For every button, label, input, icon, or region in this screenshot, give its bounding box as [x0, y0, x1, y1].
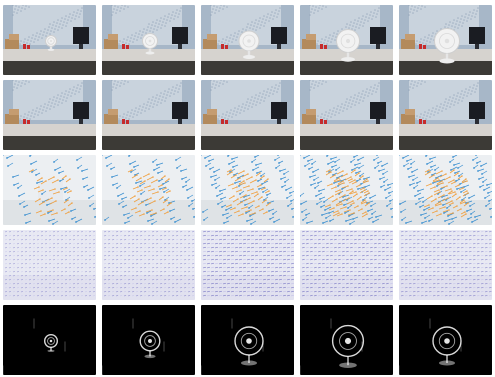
- figure-panel-r4-c3: [201, 230, 294, 300]
- panel-image-r3-c4: [300, 155, 393, 225]
- panel-image-r5-c2: [102, 305, 195, 375]
- figure-panel-r3-c5: [399, 155, 492, 225]
- panel-image-r1-c1: [3, 5, 96, 75]
- panel-image-r2-c1: [3, 80, 96, 150]
- figure-panel-r4-c2: [102, 230, 195, 300]
- panel-image-r4-c3: [201, 230, 294, 300]
- figure-panel-r3-c4: [300, 155, 393, 225]
- figure-panel-r1-c1: [3, 5, 96, 75]
- figure-panel-r3-c3: [201, 155, 294, 225]
- figure-panel-r5-c4: [300, 305, 393, 375]
- panel-image-r1-c3: [201, 5, 294, 75]
- panel-image-r5-c5: [399, 305, 492, 375]
- panel-image-r5-c3: [201, 305, 294, 375]
- figure-panel-r4-c1: [3, 230, 96, 300]
- panel-image-r3-c2: [102, 155, 195, 225]
- figure-panel-r5-c1: [3, 305, 96, 375]
- panel-image-r2-c4: [300, 80, 393, 150]
- figure-panel-r4-c5: [399, 230, 492, 300]
- panel-image-r2-c3: [201, 80, 294, 150]
- panel-image-r1-c2: [102, 5, 195, 75]
- panel-image-r5-c4: [300, 305, 393, 375]
- figure-panel-r5-c2: [102, 305, 195, 375]
- panel-image-r4-c5: [399, 230, 492, 300]
- figure-panel-r1-c4: [300, 5, 393, 75]
- panel-image-r4-c2: [102, 230, 195, 300]
- figure-panel-r5-c5: [399, 305, 492, 375]
- panel-image-r2-c2: [102, 80, 195, 150]
- panel-image-r4-c1: [3, 230, 96, 300]
- panel-image-r4-c4: [300, 230, 393, 300]
- figure-panel-r2-c5: [399, 80, 492, 150]
- figure-panel-r3-c2: [102, 155, 195, 225]
- panel-image-r3-c1: [3, 155, 96, 225]
- panel-image-r2-c5: [399, 80, 492, 150]
- figure-panel-r2-c1: [3, 80, 96, 150]
- figure-panel-r2-c4: [300, 80, 393, 150]
- panel-image-r1-c5: [399, 5, 492, 75]
- panel-image-r3-c5: [399, 155, 492, 225]
- figure-panel-r1-c5: [399, 5, 492, 75]
- figure-panel-r4-c4: [300, 230, 393, 300]
- figure-panel-r5-c3: [201, 305, 294, 375]
- panel-image-r1-c4: [300, 5, 393, 75]
- figure-panel-r2-c2: [102, 80, 195, 150]
- figure-panel-r3-c1: [3, 155, 96, 225]
- figure-panel-r1-c3: [201, 5, 294, 75]
- figure-panel-r1-c2: [102, 5, 195, 75]
- panel-image-r5-c1: [3, 305, 96, 375]
- panel-image-r3-c3: [201, 155, 294, 225]
- figure-panel-r2-c3: [201, 80, 294, 150]
